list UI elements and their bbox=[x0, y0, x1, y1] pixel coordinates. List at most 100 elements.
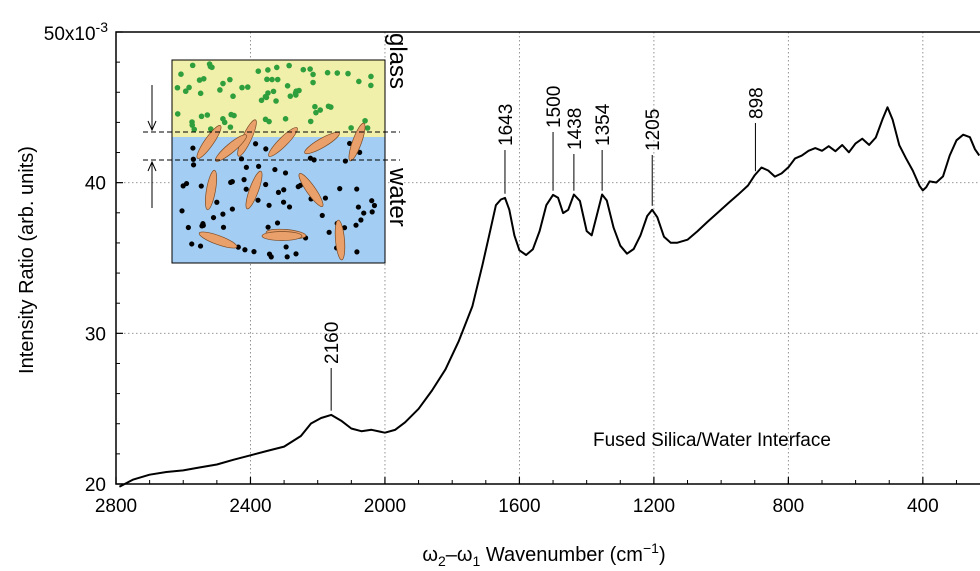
glass-dot bbox=[356, 78, 362, 85]
water-dot bbox=[293, 251, 299, 257]
x-tick-label: 2000 bbox=[364, 496, 406, 517]
glass-dot bbox=[273, 98, 279, 104]
water-dot bbox=[189, 241, 195, 247]
glass-dot bbox=[186, 84, 192, 91]
oriented-water-molecules bbox=[196, 119, 366, 261]
glass-dot bbox=[270, 88, 277, 95]
water-dot bbox=[337, 186, 343, 192]
water-dot bbox=[198, 183, 204, 189]
water-dot bbox=[263, 146, 269, 152]
water-dot bbox=[238, 156, 245, 162]
y-axis-label: Intensity Ratio (arb. units) bbox=[16, 146, 38, 374]
glass-dot bbox=[204, 112, 211, 118]
peak-label: 1643 bbox=[496, 104, 517, 146]
water-dot bbox=[347, 140, 353, 147]
water-dot bbox=[353, 222, 359, 228]
water-molecule bbox=[261, 231, 303, 241]
peak-label: 2160 bbox=[322, 322, 343, 364]
glass-dot bbox=[182, 88, 189, 95]
interface-annotation: Fused Silica/Water Interface bbox=[593, 430, 831, 451]
water-dot bbox=[326, 229, 332, 235]
glass-layer bbox=[172, 60, 385, 137]
glass-dot bbox=[307, 66, 313, 72]
water-dot bbox=[220, 224, 227, 230]
peak-label: 1354 bbox=[593, 103, 614, 146]
axis-ticks: 2800 2400 2000 1600 1200 800 400 20 30 40 bbox=[85, 31, 957, 517]
glass-dot bbox=[348, 125, 354, 131]
water-dot bbox=[243, 186, 249, 192]
glass-dot bbox=[300, 66, 307, 73]
water-dot bbox=[200, 221, 206, 227]
y-tick-label: 40 bbox=[85, 174, 106, 195]
glass-dot bbox=[345, 70, 351, 77]
peak-label: 1205 bbox=[643, 109, 664, 151]
x-tick-label: 1200 bbox=[633, 496, 675, 517]
glass-dot bbox=[189, 122, 196, 128]
water-molecule bbox=[304, 131, 340, 155]
peak-label: 1500 bbox=[544, 86, 565, 128]
inset-frame bbox=[171, 59, 386, 264]
water-dot bbox=[369, 198, 375, 204]
water-dot bbox=[341, 225, 348, 231]
water-dot bbox=[272, 166, 278, 173]
glass-dot bbox=[368, 73, 374, 80]
glass-dot bbox=[273, 64, 280, 71]
water-dot bbox=[274, 220, 281, 226]
water-dot bbox=[229, 179, 235, 185]
glass-dot bbox=[217, 87, 223, 93]
glass-dot bbox=[265, 90, 271, 96]
glass-dot bbox=[265, 67, 271, 73]
water-dot bbox=[190, 145, 196, 151]
water-dot bbox=[190, 162, 197, 168]
glass-dot bbox=[206, 61, 213, 67]
x-tick-label: 1600 bbox=[498, 496, 540, 517]
series-layer bbox=[118, 106, 980, 488]
x-tick-label: 400 bbox=[907, 496, 939, 517]
glass-dot bbox=[317, 107, 324, 113]
glass-dot bbox=[266, 118, 272, 125]
water-molecule bbox=[268, 127, 298, 157]
glass-dot bbox=[310, 71, 316, 78]
glass-dot bbox=[255, 68, 262, 74]
water-dot bbox=[322, 195, 329, 201]
water-dot bbox=[319, 212, 325, 219]
spectrum-line bbox=[118, 106, 980, 488]
water-dot bbox=[242, 247, 248, 253]
glass-dot bbox=[200, 75, 207, 82]
water-dot bbox=[283, 244, 289, 250]
water-molecule bbox=[215, 134, 247, 162]
glass-dot bbox=[178, 71, 184, 77]
x-tick-label: 2400 bbox=[229, 496, 271, 517]
water-dot bbox=[243, 164, 249, 170]
arrow-down-icon bbox=[147, 85, 157, 132]
peak-label: 898 bbox=[746, 87, 767, 119]
water-molecule bbox=[348, 122, 366, 162]
water-dot bbox=[266, 202, 272, 208]
water-dot bbox=[185, 224, 191, 231]
water-dot bbox=[220, 211, 226, 217]
glass-dot bbox=[282, 116, 289, 122]
glass-dot bbox=[198, 113, 205, 120]
water-dot bbox=[371, 202, 378, 209]
glass-dot bbox=[197, 90, 204, 97]
glass-dot bbox=[364, 125, 371, 131]
x-tick-label: 800 bbox=[773, 496, 805, 517]
glass-dot bbox=[325, 103, 332, 110]
water-dot bbox=[241, 176, 247, 183]
glass-dot bbox=[220, 80, 226, 87]
water-dot bbox=[252, 141, 259, 147]
glass-dot bbox=[230, 93, 236, 100]
water-dot bbox=[355, 204, 362, 210]
y-tick-label-top: 50x10-3 bbox=[44, 19, 108, 45]
water-dot bbox=[281, 187, 287, 193]
water-dot bbox=[284, 254, 290, 260]
peak-label: 1438 bbox=[565, 108, 586, 150]
glass-dot bbox=[368, 82, 374, 89]
water-dot bbox=[210, 214, 217, 221]
water-dot bbox=[268, 254, 274, 260]
water-molecule bbox=[196, 125, 222, 159]
glass-dot bbox=[286, 62, 292, 69]
water-molecule bbox=[205, 169, 217, 211]
